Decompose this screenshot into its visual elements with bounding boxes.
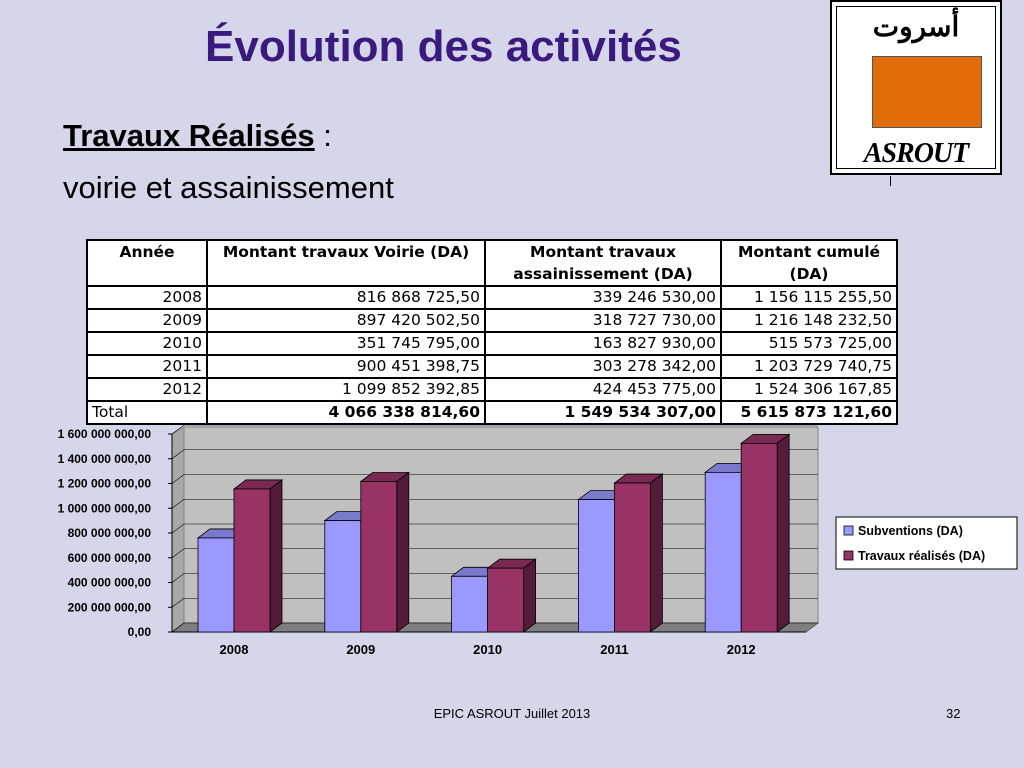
- chart-bar: [197, 537, 235, 633]
- table-cell: 2011: [86, 354, 208, 379]
- chart-bar: [614, 482, 651, 633]
- table-cell: 1 549 534 307,00: [484, 400, 722, 425]
- chart-bar-side: [396, 471, 410, 633]
- table-row: 2009 897 420 502,50 318 727 730,00 1 216…: [86, 308, 898, 333]
- table-cell: 4 066 338 814,60: [206, 400, 486, 425]
- chart-x-tick-label: 2009: [346, 642, 375, 657]
- chart-y-tick-label: 0,00: [128, 625, 152, 639]
- table-cell: Total: [86, 400, 208, 425]
- chart-bar: [704, 471, 742, 633]
- chart-y-tick-label: 400 000 000,00: [68, 576, 152, 590]
- table-cell: 1 216 148 232,50: [720, 308, 898, 333]
- table-cell: 303 278 342,00: [484, 354, 722, 379]
- table-cell: 2008: [86, 285, 208, 310]
- legend-label: Travaux réalisés (DA): [858, 549, 985, 563]
- chart-y-tick-label: 1 200 000 000,00: [58, 477, 152, 491]
- chart-y-tick-label: 800 000 000,00: [68, 526, 152, 540]
- table-header-row: Année Montant travaux Voirie (DA) Montan…: [86, 239, 898, 287]
- chart-x-tick-label: 2010: [473, 642, 502, 657]
- page-number: 32: [946, 706, 961, 721]
- table-cell: 163 827 930,00: [484, 331, 722, 356]
- chart-bar: [233, 488, 271, 633]
- table-cell: 515 573 725,00: [720, 331, 898, 356]
- logo-frame: [836, 6, 996, 169]
- asrout-logo: أسروت ASROUT: [830, 0, 1002, 175]
- legend-label: Subventions (DA): [858, 524, 963, 538]
- table-row: 2010 351 745 795,00 163 827 930,00 515 5…: [86, 331, 898, 356]
- table-header: Montant travaux Voirie (DA): [206, 239, 486, 287]
- chart-gridline: [171, 424, 818, 435]
- activities-bar-chart: 0,00 200 000 000,00 400 000 000,00 600 000 …: [58, 424, 1018, 657]
- table-header: Montant travaux assainissement (DA): [484, 239, 722, 287]
- table-row: 2008 816 868 725,50 339 246 530,00 1 156…: [86, 285, 898, 310]
- table-cell: 2010: [86, 331, 208, 356]
- logo-latin-text: ASROUT: [863, 138, 969, 169]
- chart-bar: [578, 499, 615, 633]
- chart-y-tick-label: 1 400 000 000,00: [58, 452, 152, 466]
- table-cell: 5 615 873 121,60: [720, 400, 898, 425]
- logo-tick-mark: [890, 176, 891, 186]
- table-cell: 2012: [86, 377, 208, 402]
- slide-footer: EPIC ASROUT Juillet 2013: [433, 706, 591, 721]
- table-cell: 2009: [86, 308, 208, 333]
- table-cell: 816 868 725,50: [206, 285, 486, 310]
- legend-swatch: [843, 525, 854, 536]
- table-total-row: Total 4 066 338 814,60 1 549 534 307,00 …: [86, 400, 898, 425]
- chart-x-tick-label: 2011: [600, 642, 628, 657]
- subtitle-colon: :: [314, 118, 332, 153]
- table-cell: 318 727 730,00: [484, 308, 722, 333]
- table-cell: 1 203 729 740,75: [720, 354, 898, 379]
- table-cell: 339 246 530,00: [484, 285, 722, 310]
- chart-y-tick-label: 600 000 000,00: [68, 551, 152, 565]
- chart-gridline: [171, 449, 818, 459]
- chart-x-tick-label: 2008: [220, 642, 249, 657]
- chart-x-tick-label: 2012: [727, 642, 756, 657]
- table-cell: 900 451 398,75: [206, 354, 486, 379]
- chart-legend: [835, 516, 1018, 570]
- slide-subtitle: Travaux Réalisés :: [63, 118, 332, 154]
- table-cell: 1 099 852 392,85: [206, 377, 486, 402]
- chart-bar: [451, 575, 489, 633]
- activities-table: Année Montant travaux Voirie (DA) Montan…: [86, 239, 898, 425]
- table-header: Année: [86, 239, 208, 287]
- chart-y-tick-label: 1 000 000 000,00: [58, 501, 152, 515]
- chart-bar: [740, 442, 778, 633]
- table-row: 2011 900 451 398,75 303 278 342,00 1 203…: [86, 354, 898, 379]
- chart-gridline: [171, 474, 818, 484]
- slide-subtitle-line2: voirie et assainissement: [63, 170, 394, 205]
- chart-bar: [360, 481, 398, 633]
- chart-bar-side: [269, 479, 283, 633]
- chart-y-tick-label: 1 600 000 000,00: [58, 427, 152, 441]
- table-cell: 1 524 306 167,85: [720, 377, 898, 402]
- table-cell: 897 420 502,50: [206, 308, 486, 333]
- logo-orange-box: [872, 56, 982, 128]
- logo-arabic-text: أسروت: [872, 10, 960, 43]
- table-cell: 424 453 775,00: [484, 377, 722, 402]
- chart-bar-side: [523, 558, 536, 633]
- table-cell: 351 745 795,00: [206, 331, 486, 356]
- chart-bar: [324, 520, 362, 633]
- subtitle-underlined: Travaux Réalisés: [63, 118, 315, 153]
- chart-bar: [487, 567, 525, 633]
- slide-title: Évolution des activités: [205, 22, 682, 71]
- chart-y-tick-label: 200 000 000,00: [68, 600, 152, 614]
- chart-bar-side: [776, 433, 790, 633]
- chart-bar-side: [650, 473, 663, 633]
- table-cell: 1 156 115 255,50: [720, 285, 898, 310]
- table-header: Montant cumulé (DA): [720, 239, 898, 287]
- table-row: 2012 1 099 852 392,85 424 453 775,00 1 5…: [86, 377, 898, 402]
- legend-swatch: [843, 550, 854, 561]
